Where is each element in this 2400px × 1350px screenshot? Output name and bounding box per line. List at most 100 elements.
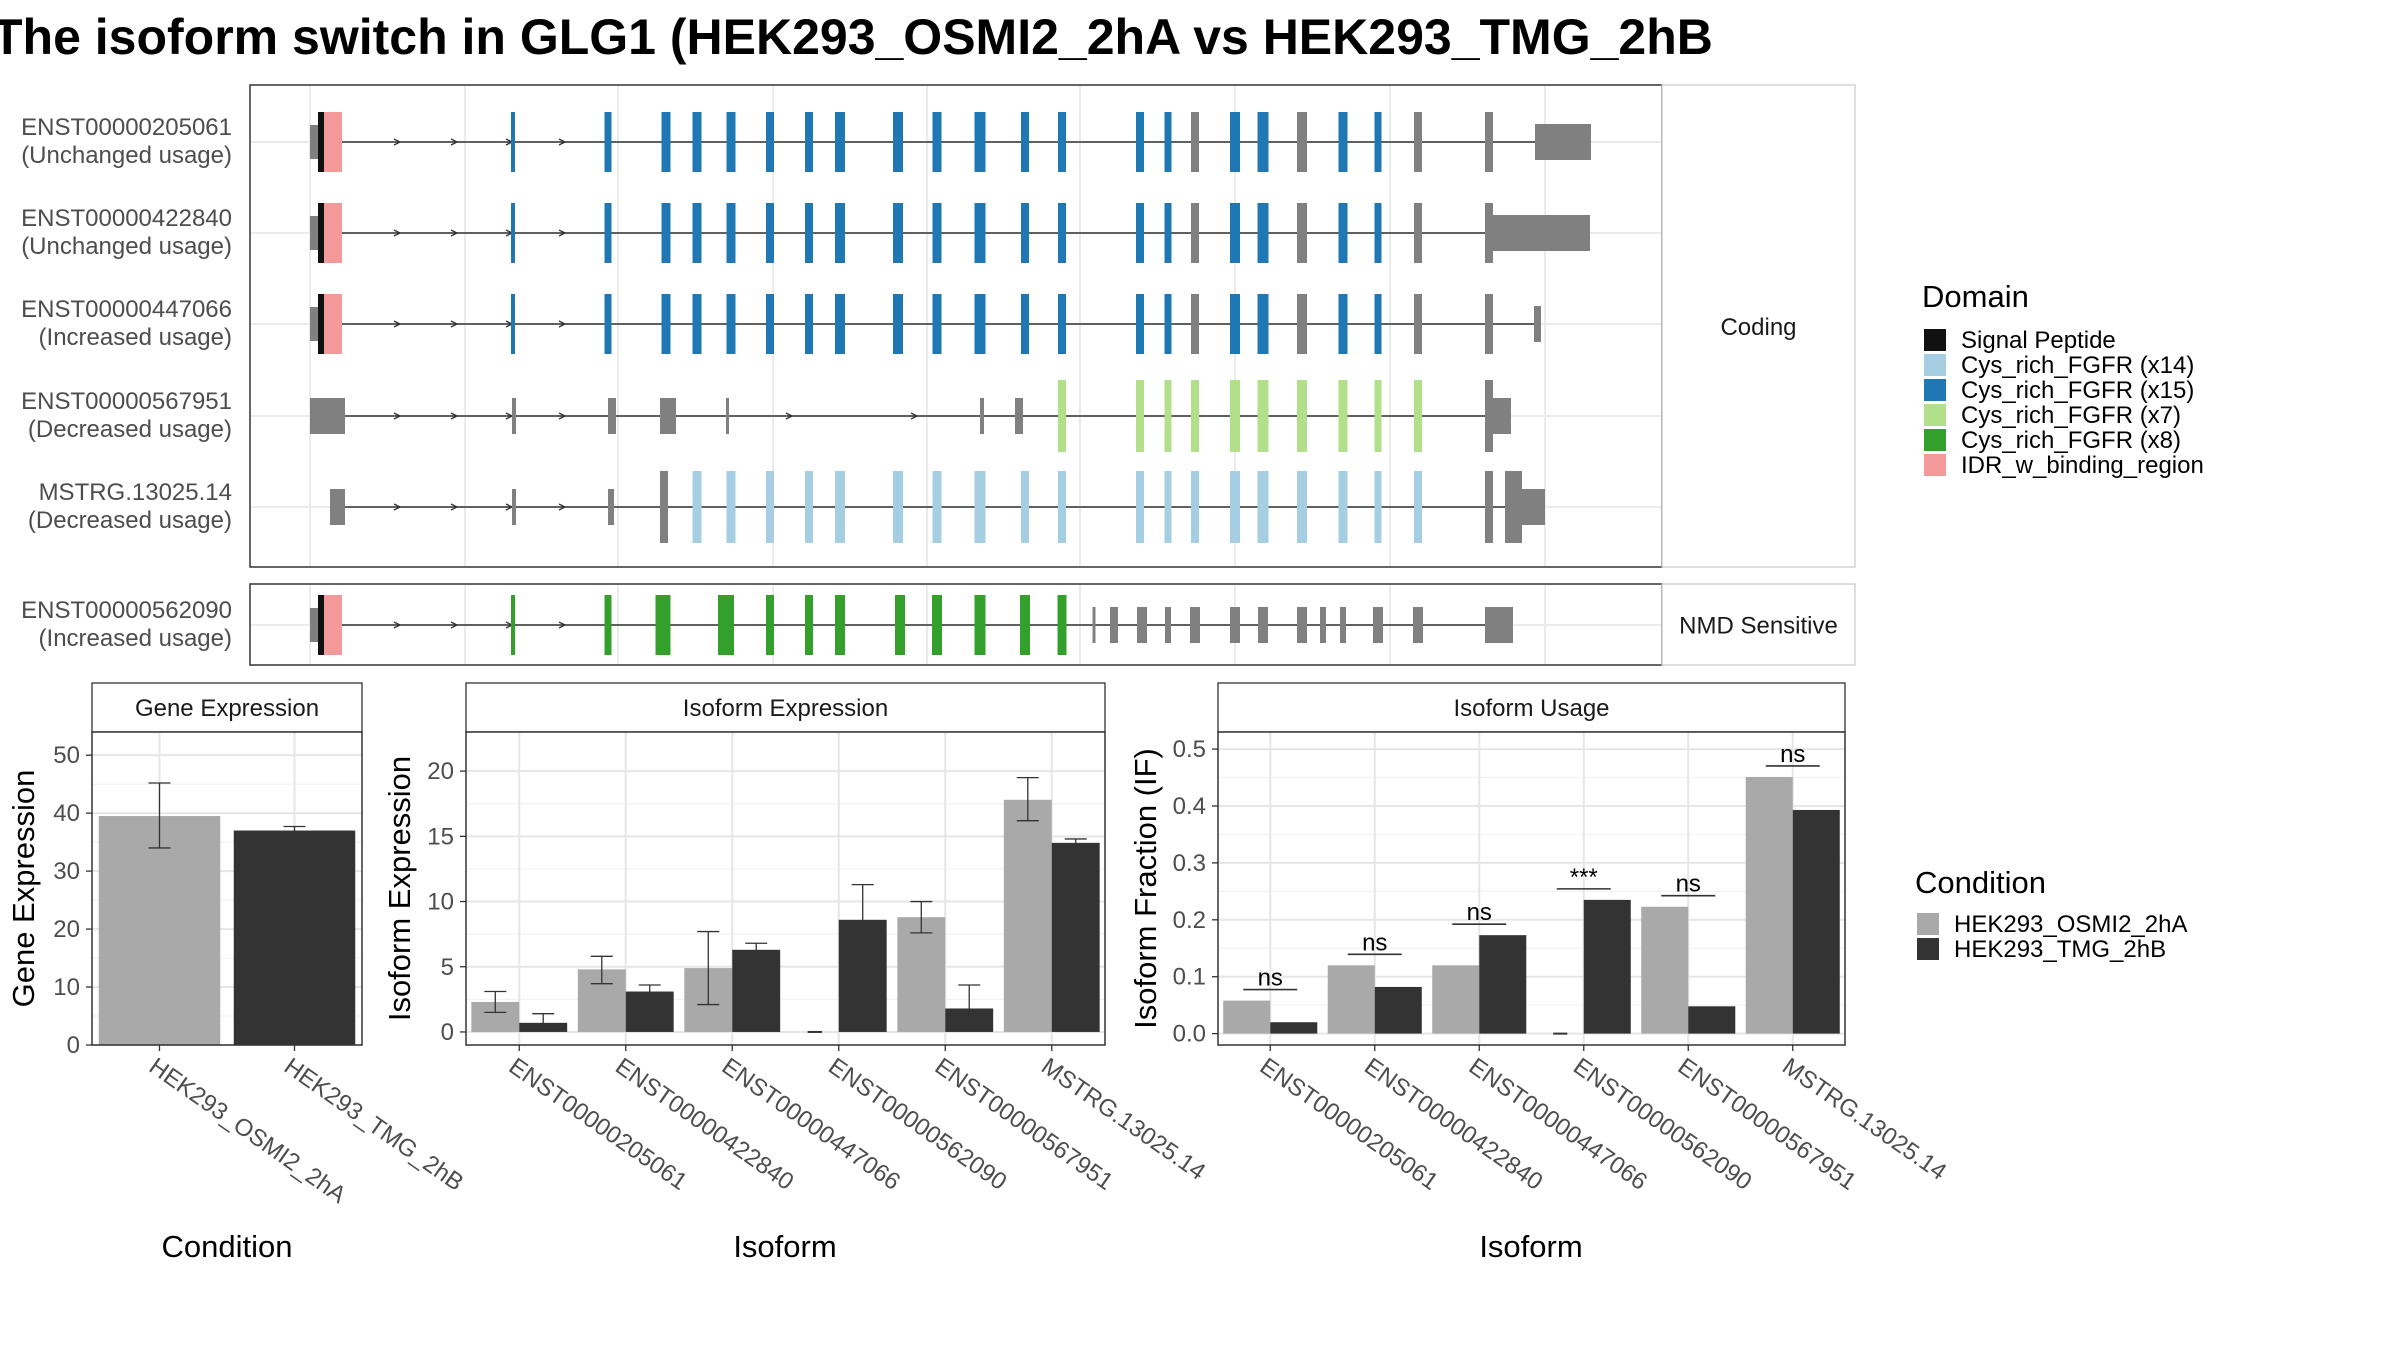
domain-legend-key: [1924, 379, 1946, 401]
bar: [1327, 965, 1375, 1034]
exon: [1230, 471, 1240, 543]
exon: [1191, 294, 1199, 354]
transcript-id-label: ENST00000562090: [21, 597, 232, 624]
exon: [766, 595, 774, 655]
structure-panel-1: [249, 84, 1663, 568]
strand-arrow: [558, 503, 567, 511]
exon: [1021, 294, 1029, 354]
exon: [1485, 294, 1493, 354]
bar: [1745, 776, 1793, 1034]
transcript-model: [310, 112, 1591, 172]
facet-strip: [1217, 682, 1846, 733]
exon: [974, 294, 986, 354]
y-tick-label: 20: [53, 916, 80, 943]
exon: [1057, 595, 1067, 655]
exon: [511, 595, 515, 655]
exon: [512, 398, 516, 434]
bar: [1479, 935, 1527, 1034]
exon: [1413, 607, 1423, 643]
exon: [726, 471, 736, 543]
exon: [608, 489, 614, 525]
exon: [893, 294, 903, 354]
facet-strip-title: Isoform Expression: [683, 695, 888, 722]
bar: [98, 816, 221, 1045]
transcript-model: [310, 380, 1511, 452]
exon: [1485, 112, 1493, 172]
y-axis-title: Isoform Fraction (IF): [1128, 748, 1163, 1029]
exon: [1414, 380, 1422, 452]
exon: [511, 112, 515, 172]
exon: [1110, 607, 1118, 643]
exon: [1137, 607, 1147, 643]
exon: [805, 471, 813, 543]
exon: [324, 595, 342, 655]
domain-legend-label: Cys_rich_FGFR (x8): [1961, 427, 2181, 454]
exon: [1191, 380, 1199, 452]
transcript-model: [310, 294, 1541, 354]
x-axis-title: Isoform: [1479, 1229, 1582, 1264]
exon: [1338, 471, 1348, 543]
significance-label: ns: [1676, 871, 1701, 898]
exon: [661, 294, 671, 354]
x-axis-title: Condition: [162, 1229, 293, 1264]
exon: [835, 294, 845, 354]
strand-arrow: [558, 412, 567, 420]
exon: [1230, 380, 1240, 452]
bar: [1641, 906, 1689, 1034]
exon: [835, 471, 845, 543]
exon: [1414, 112, 1422, 172]
exon: [726, 294, 736, 354]
exon: [766, 294, 774, 354]
exon: [604, 112, 612, 172]
exon: [1257, 203, 1269, 263]
exon: [318, 203, 324, 263]
domain-legend-label: Cys_rich_FGFR (x15): [1961, 377, 2194, 404]
transcript-id-label: ENST00000422840: [21, 205, 232, 232]
bar: [233, 830, 356, 1045]
exon: [1190, 607, 1200, 643]
exon: [1485, 380, 1493, 452]
condition-legend-title: Condition: [1915, 865, 2046, 900]
exon: [324, 203, 342, 263]
significance-label: ns: [1467, 899, 1492, 926]
exon: [1485, 607, 1513, 643]
exon: [1338, 380, 1348, 452]
exon: [1164, 380, 1172, 452]
x-tick-label: ENST00000562090: [1568, 1053, 1756, 1196]
condition-legend-key: [1917, 913, 1939, 935]
bar: [732, 949, 781, 1032]
exon: [766, 203, 774, 263]
strand-arrow: [393, 503, 402, 511]
exon: [726, 112, 736, 172]
exon: [1164, 294, 1172, 354]
transcript-usage-label: (Decreased usage): [28, 416, 232, 443]
strand-arrow: [450, 138, 459, 146]
exon: [835, 203, 845, 263]
condition-legend-key: [1917, 938, 1939, 960]
exon: [310, 608, 320, 642]
x-tick-label: ENST00000567951: [930, 1053, 1118, 1196]
x-tick-label: ENST00000422840: [1359, 1053, 1547, 1196]
transcript-model: [310, 595, 1513, 655]
exon: [608, 398, 616, 434]
exon: [1230, 203, 1240, 263]
exon: [1257, 471, 1269, 543]
exon: [893, 203, 903, 263]
exon: [805, 112, 813, 172]
x-tick-label: ENST00000567951: [1673, 1053, 1861, 1196]
exon: [1534, 306, 1541, 342]
chart-panel-1: Gene Expression01020304050HEK293_OSMI2_2…: [6, 682, 468, 1264]
y-tick-label: 10: [427, 889, 454, 916]
significance-label: ***: [1570, 864, 1598, 891]
exon: [835, 595, 845, 655]
exon: [1230, 607, 1240, 643]
exon: [1258, 607, 1268, 643]
facet-strip-title: Isoform Usage: [1453, 695, 1609, 722]
exon: [1374, 294, 1382, 354]
exon: [1191, 203, 1199, 263]
exon: [318, 294, 324, 354]
transcript-id-label: ENST00000205061: [21, 114, 232, 141]
exon: [1230, 294, 1240, 354]
facet-strip: [465, 682, 1106, 733]
exon: [655, 595, 671, 655]
